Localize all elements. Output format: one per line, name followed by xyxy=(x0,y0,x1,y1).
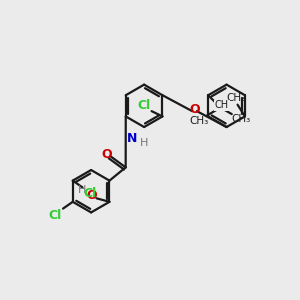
Text: Cl: Cl xyxy=(138,99,151,112)
Text: N: N xyxy=(127,132,137,145)
Text: O: O xyxy=(86,189,97,202)
Text: CH₃: CH₃ xyxy=(189,116,209,126)
Text: Cl: Cl xyxy=(49,208,62,222)
Text: CH₃: CH₃ xyxy=(231,114,250,124)
Text: O: O xyxy=(189,103,200,116)
Text: O: O xyxy=(101,148,112,160)
Text: H: H xyxy=(140,138,148,148)
Text: CH: CH xyxy=(215,100,229,110)
Text: H: H xyxy=(78,185,86,195)
Text: CH₃: CH₃ xyxy=(226,93,246,103)
Text: Cl: Cl xyxy=(84,188,97,200)
